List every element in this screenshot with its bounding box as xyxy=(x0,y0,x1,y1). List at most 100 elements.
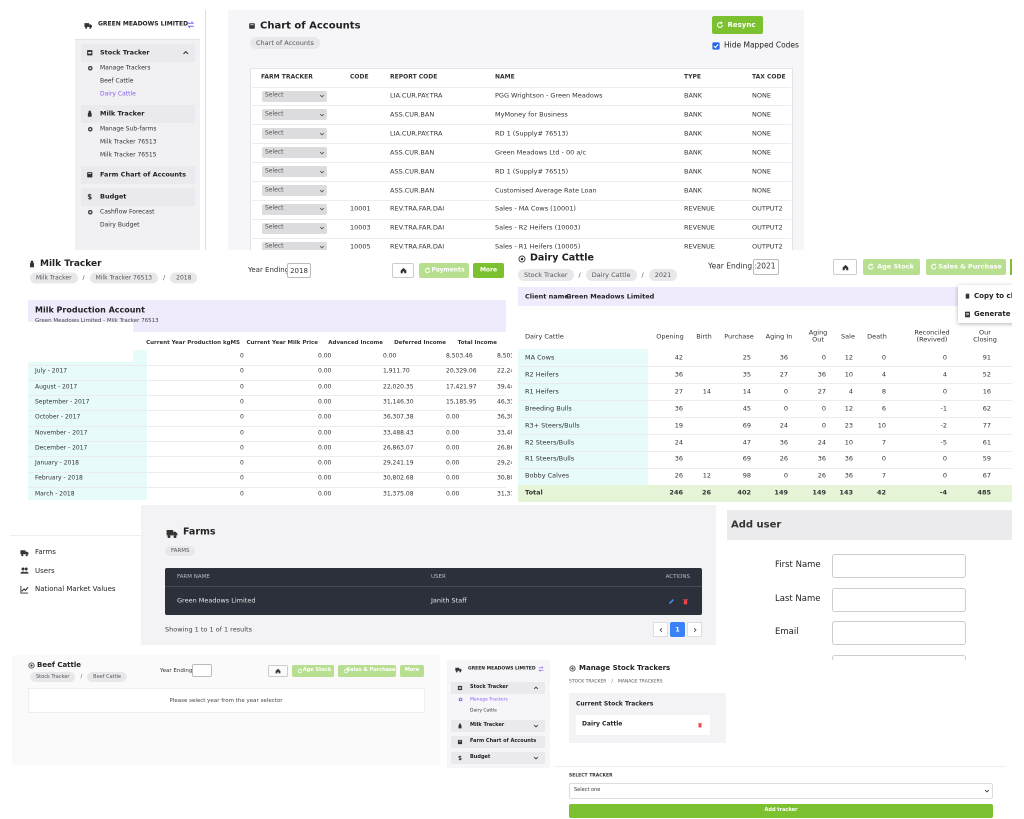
tracker-select[interactable] xyxy=(262,166,327,178)
breadcrumb: Stock Tracker / Beef Cattle xyxy=(30,672,128,682)
select-chevron xyxy=(319,227,325,230)
age-stock-button-icon xyxy=(867,263,875,271)
breadcrumb-separator: / xyxy=(80,674,83,680)
select-chevron xyxy=(319,151,325,155)
report-code: REV.TRA.FAR.DAI xyxy=(390,242,445,250)
title-icon xyxy=(518,255,526,263)
year-input[interactable] xyxy=(287,263,311,278)
page-prev[interactable] xyxy=(653,622,668,637)
tracker-select[interactable] xyxy=(262,185,327,196)
cell: 77 xyxy=(982,420,991,429)
tracker-select[interactable] xyxy=(262,128,327,140)
code: 10003 xyxy=(350,223,371,232)
tracker-select[interactable] xyxy=(569,783,993,799)
column-header: Death xyxy=(867,332,887,341)
sales-button[interactable] xyxy=(926,259,1006,275)
title-icon xyxy=(248,22,256,30)
cell: 4 xyxy=(881,370,886,379)
table-divider xyxy=(165,586,702,587)
account-name: PGG Wrightson - Green Meadows xyxy=(495,91,603,100)
cell: -1 xyxy=(940,403,947,412)
cell: 0 xyxy=(942,454,947,463)
age-stock-button-icon xyxy=(868,263,874,270)
edit-icon xyxy=(668,598,674,604)
sidebar-compact-chevron xyxy=(533,686,539,690)
breadcrumb-item: Stock Tracker xyxy=(30,672,76,682)
home-button[interactable] xyxy=(833,259,857,275)
tracker-select[interactable] xyxy=(262,222,327,234)
title-icon xyxy=(30,260,34,268)
tracker-select[interactable] xyxy=(262,203,327,215)
cell: 46,332.25 xyxy=(497,398,512,406)
nav-item[interactable]: National Market Values xyxy=(35,584,116,593)
sidebar-compact-logo xyxy=(458,668,462,671)
nav-icon xyxy=(24,551,29,554)
age-stock-button[interactable] xyxy=(863,259,920,275)
page-prev-icon xyxy=(658,627,664,633)
menu-item[interactable]: Generate xyxy=(974,309,1011,318)
tracker-select[interactable] xyxy=(262,147,327,159)
row-line xyxy=(252,105,791,107)
cell: 6 xyxy=(881,403,886,412)
sidebar-compact-section-label: Stock Tracker xyxy=(470,684,509,691)
more-button[interactable] xyxy=(1010,259,1012,275)
nav-item[interactable]: Farms xyxy=(35,547,56,556)
sales-button[interactable] xyxy=(338,665,396,677)
divider xyxy=(205,10,206,250)
resync-button[interactable] xyxy=(712,16,763,34)
home-button[interactable] xyxy=(268,665,288,677)
field-input[interactable] xyxy=(832,621,966,646)
year-input[interactable] xyxy=(753,259,779,275)
month: July - 2017 xyxy=(35,367,68,375)
cell: 26,863.07 xyxy=(383,444,414,452)
select-chevron xyxy=(984,788,990,794)
dairy-cattle: Dairy Cattle Stock Tracker / Dairy Cattle / 2… xyxy=(515,250,1012,502)
year-input[interactable] xyxy=(192,664,212,677)
cell: 0 xyxy=(783,403,788,412)
client-label: Client name: xyxy=(525,291,572,300)
select-chevron xyxy=(319,131,325,137)
select-chevron xyxy=(319,245,325,249)
farm-user: Janith Staff xyxy=(431,596,467,605)
sidebar-item-icon xyxy=(87,127,93,132)
home-button[interactable] xyxy=(392,263,414,278)
cell: 0 xyxy=(821,420,826,429)
tracker-select-text: Select xyxy=(265,223,284,231)
payments-button[interactable] xyxy=(419,263,469,278)
page-current[interactable] xyxy=(670,622,685,637)
title: Chart of Accounts xyxy=(260,20,361,32)
nav-icon xyxy=(19,567,29,574)
tracker-select[interactable] xyxy=(262,241,327,250)
breadcrumb-item: Dairy Cattle xyxy=(585,269,637,281)
title: Add user xyxy=(731,519,782,531)
cell: 0.00 xyxy=(318,474,332,482)
title: Milk Tracker xyxy=(40,258,102,269)
page-next[interactable] xyxy=(687,622,702,637)
delete-icon xyxy=(697,722,703,724)
more-button[interactable] xyxy=(473,263,504,278)
cell: 7 xyxy=(881,437,886,446)
sidebar-compact-section-icon xyxy=(457,739,463,745)
tracker-select[interactable] xyxy=(262,109,327,121)
home-icon xyxy=(400,267,407,274)
row-line xyxy=(518,383,1012,385)
sidebar-org: GREEN MEADOWS LIMITED xyxy=(98,20,189,28)
age-stock-button-icon xyxy=(297,668,303,674)
cell: 7 xyxy=(881,471,886,480)
add-tracker-button[interactable] xyxy=(569,804,993,818)
tracker-select[interactable] xyxy=(262,90,327,102)
sidebar-item-icon xyxy=(87,66,93,71)
checkbox xyxy=(713,44,719,49)
field-input[interactable] xyxy=(832,554,966,578)
more-button[interactable] xyxy=(400,665,424,677)
title-icon xyxy=(27,661,35,669)
field-input[interactable] xyxy=(832,587,966,612)
menu-icon xyxy=(966,292,968,294)
nav-item[interactable]: Users xyxy=(35,566,55,575)
age-stock-button[interactable] xyxy=(292,665,334,677)
title-icon xyxy=(167,535,171,539)
cell: 45 xyxy=(742,403,751,412)
select-chevron xyxy=(319,94,325,98)
nav-icon xyxy=(19,549,25,554)
menu-item[interactable]: Copy to cli xyxy=(974,291,1012,300)
